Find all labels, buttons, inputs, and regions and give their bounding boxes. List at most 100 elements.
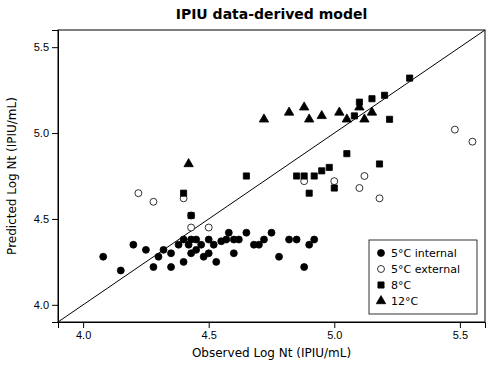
point [188,212,195,219]
axis-line [59,323,486,329]
point [451,126,458,133]
point [317,110,326,118]
point [142,246,149,253]
point [243,173,249,179]
point [326,164,332,170]
tick-mark [209,322,210,328]
point [230,250,237,257]
point [188,224,195,231]
tick: 5.0 [34,127,58,139]
plot-frame [58,30,485,322]
point [367,107,376,115]
point [331,185,337,191]
tick-label: 5.5 [34,41,49,53]
tick: 4.0 [34,299,58,311]
point [150,198,157,205]
tick-mark [334,322,335,328]
legend-label: 5°C external [391,263,460,276]
point [284,107,293,115]
point [301,264,308,271]
point [299,102,308,110]
legend-symbol [376,296,385,304]
point [344,151,350,157]
point [225,229,232,236]
legend-symbol [378,282,384,288]
tick: 5.5 [453,322,468,341]
tick-label: 4.0 [76,329,91,341]
legend-box [369,240,477,314]
tick-mark [52,133,58,134]
series [181,75,413,219]
point [100,253,107,260]
point [331,178,338,185]
tick: 5.0 [327,322,342,341]
legend-item: 5°C internal [378,247,457,260]
legend-label: 5°C internal [391,247,457,260]
tick-mark [52,47,58,48]
point [311,173,317,179]
marks [58,30,485,322]
series [184,102,377,167]
point [150,264,157,271]
point [181,190,187,196]
point [155,253,162,260]
point [188,212,194,218]
point [160,246,167,253]
point [268,229,275,236]
legend-label: 12°C [391,295,418,308]
point [205,224,212,231]
tick-label: 4.5 [34,213,49,225]
point [469,138,476,145]
legend-item: 8°C [378,279,412,292]
point [407,75,413,81]
tick-mark [52,305,58,306]
x-axis: 4.0 4.5 5.0 5.5 [59,322,486,341]
point [184,159,193,167]
point [276,253,283,260]
point [213,258,220,265]
point [210,241,217,248]
point [243,229,250,236]
point [117,267,124,274]
point [356,185,363,192]
point [198,241,205,248]
tick: 5.5 [34,41,58,53]
tick: 4.5 [202,322,217,341]
point [135,190,142,197]
point [369,96,375,102]
point [130,241,137,248]
point [223,236,230,243]
legend-item: 12°C [376,295,418,308]
tick-label: 4.0 [34,299,49,311]
legend-symbol [378,266,385,273]
identity-line [58,30,485,322]
chart: 4.04.55.05.54.04.55.05.55°C internal5°C … [0,0,500,367]
point [376,195,383,202]
point [286,236,293,243]
tick: 4.0 [76,322,91,341]
point [304,114,313,122]
title: IPIU data-derived model [176,6,368,22]
legend: 5°C internal 5°C external 8°C 12°C [369,240,477,314]
legend-item: 5°C external [378,263,460,276]
point [381,92,387,98]
legend-label: 8°C [391,279,411,292]
plot: 4.04.55.05.54.04.55.05.55°C internal5°C … [34,30,486,341]
series [100,229,318,274]
point [342,114,351,122]
point [294,173,300,179]
point [259,114,268,122]
point [335,107,344,115]
point [293,236,300,243]
point [260,236,267,243]
tick-label: 4.5 [202,329,217,341]
point [301,173,307,179]
point [205,250,212,257]
point [235,236,242,243]
tick-mark [52,219,58,220]
point [351,113,357,119]
point [355,102,364,110]
tick-label: 5.5 [453,329,468,341]
tick: 4.5 [34,213,58,225]
x-axis-title: Observed Log Nt (IPIU/mL) [192,346,351,360]
